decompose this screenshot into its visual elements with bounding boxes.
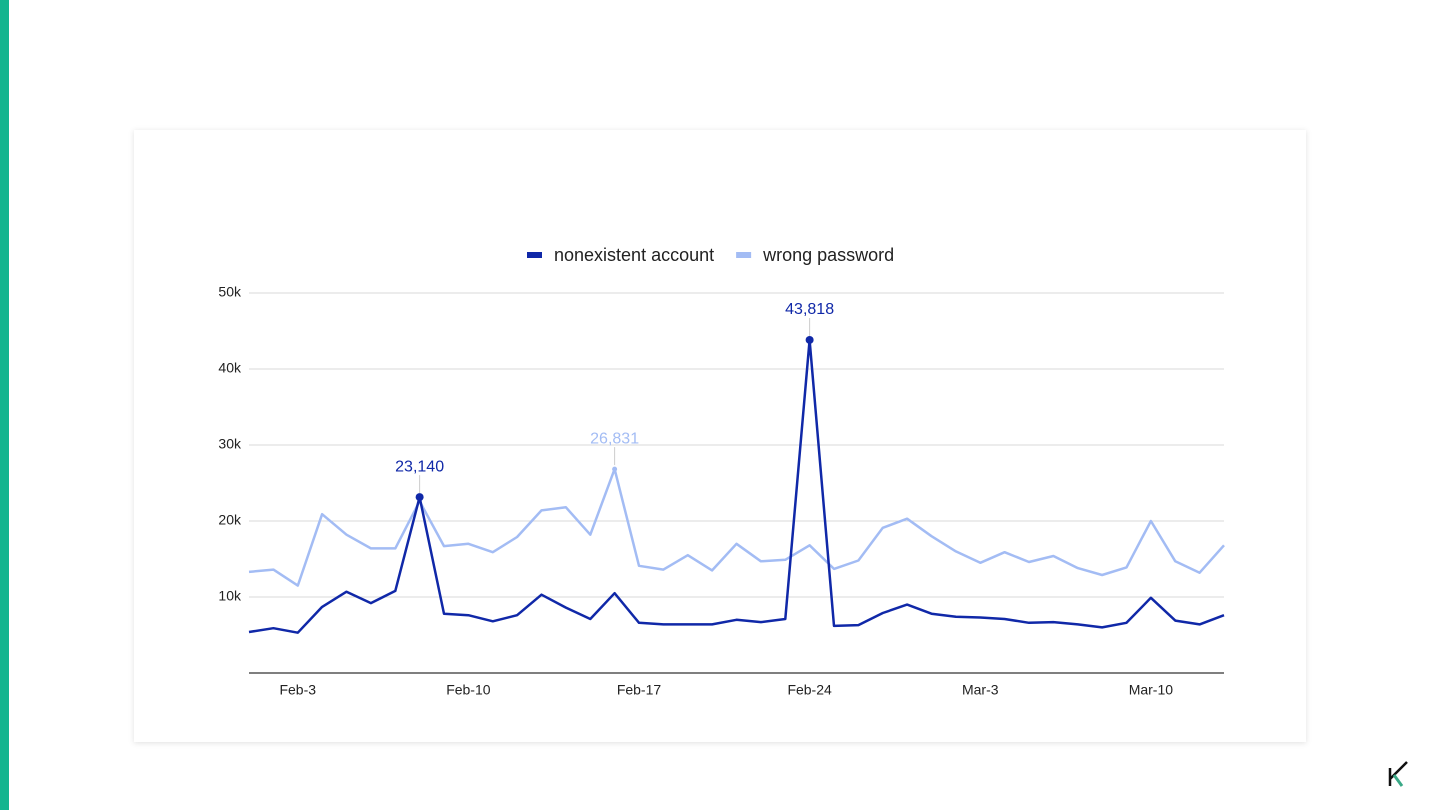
legend-label: nonexistent account bbox=[554, 245, 714, 265]
x-tick-label: Feb-24 bbox=[787, 682, 832, 698]
chart-card bbox=[134, 130, 1306, 742]
data-label: 26,831 bbox=[590, 430, 639, 447]
legend-label: wrong password bbox=[762, 245, 894, 265]
legend-swatch bbox=[736, 252, 752, 258]
y-tick-label: 50k bbox=[218, 284, 242, 300]
x-tick-label: Mar-10 bbox=[1129, 682, 1174, 698]
legend-swatch bbox=[527, 252, 542, 258]
point-marker bbox=[805, 335, 814, 344]
y-tick-label: 20k bbox=[218, 512, 242, 528]
x-tick-label: Feb-17 bbox=[617, 682, 662, 698]
point-marker bbox=[612, 466, 618, 472]
point-marker bbox=[415, 493, 424, 502]
x-tick-label: Mar-3 bbox=[962, 682, 999, 698]
logo bbox=[1388, 761, 1408, 787]
y-tick-label: 40k bbox=[218, 360, 242, 376]
y-tick-label: 10k bbox=[218, 588, 242, 604]
x-tick-label: Feb-3 bbox=[279, 682, 316, 698]
series-line bbox=[248, 338, 1225, 634]
accent-bar bbox=[0, 0, 9, 810]
x-tick-label: Feb-10 bbox=[446, 682, 491, 698]
data-label: 23,140 bbox=[395, 458, 444, 475]
y-tick-label: 30k bbox=[218, 436, 242, 452]
series-line bbox=[248, 467, 1225, 587]
data-label: 43,818 bbox=[785, 301, 834, 318]
